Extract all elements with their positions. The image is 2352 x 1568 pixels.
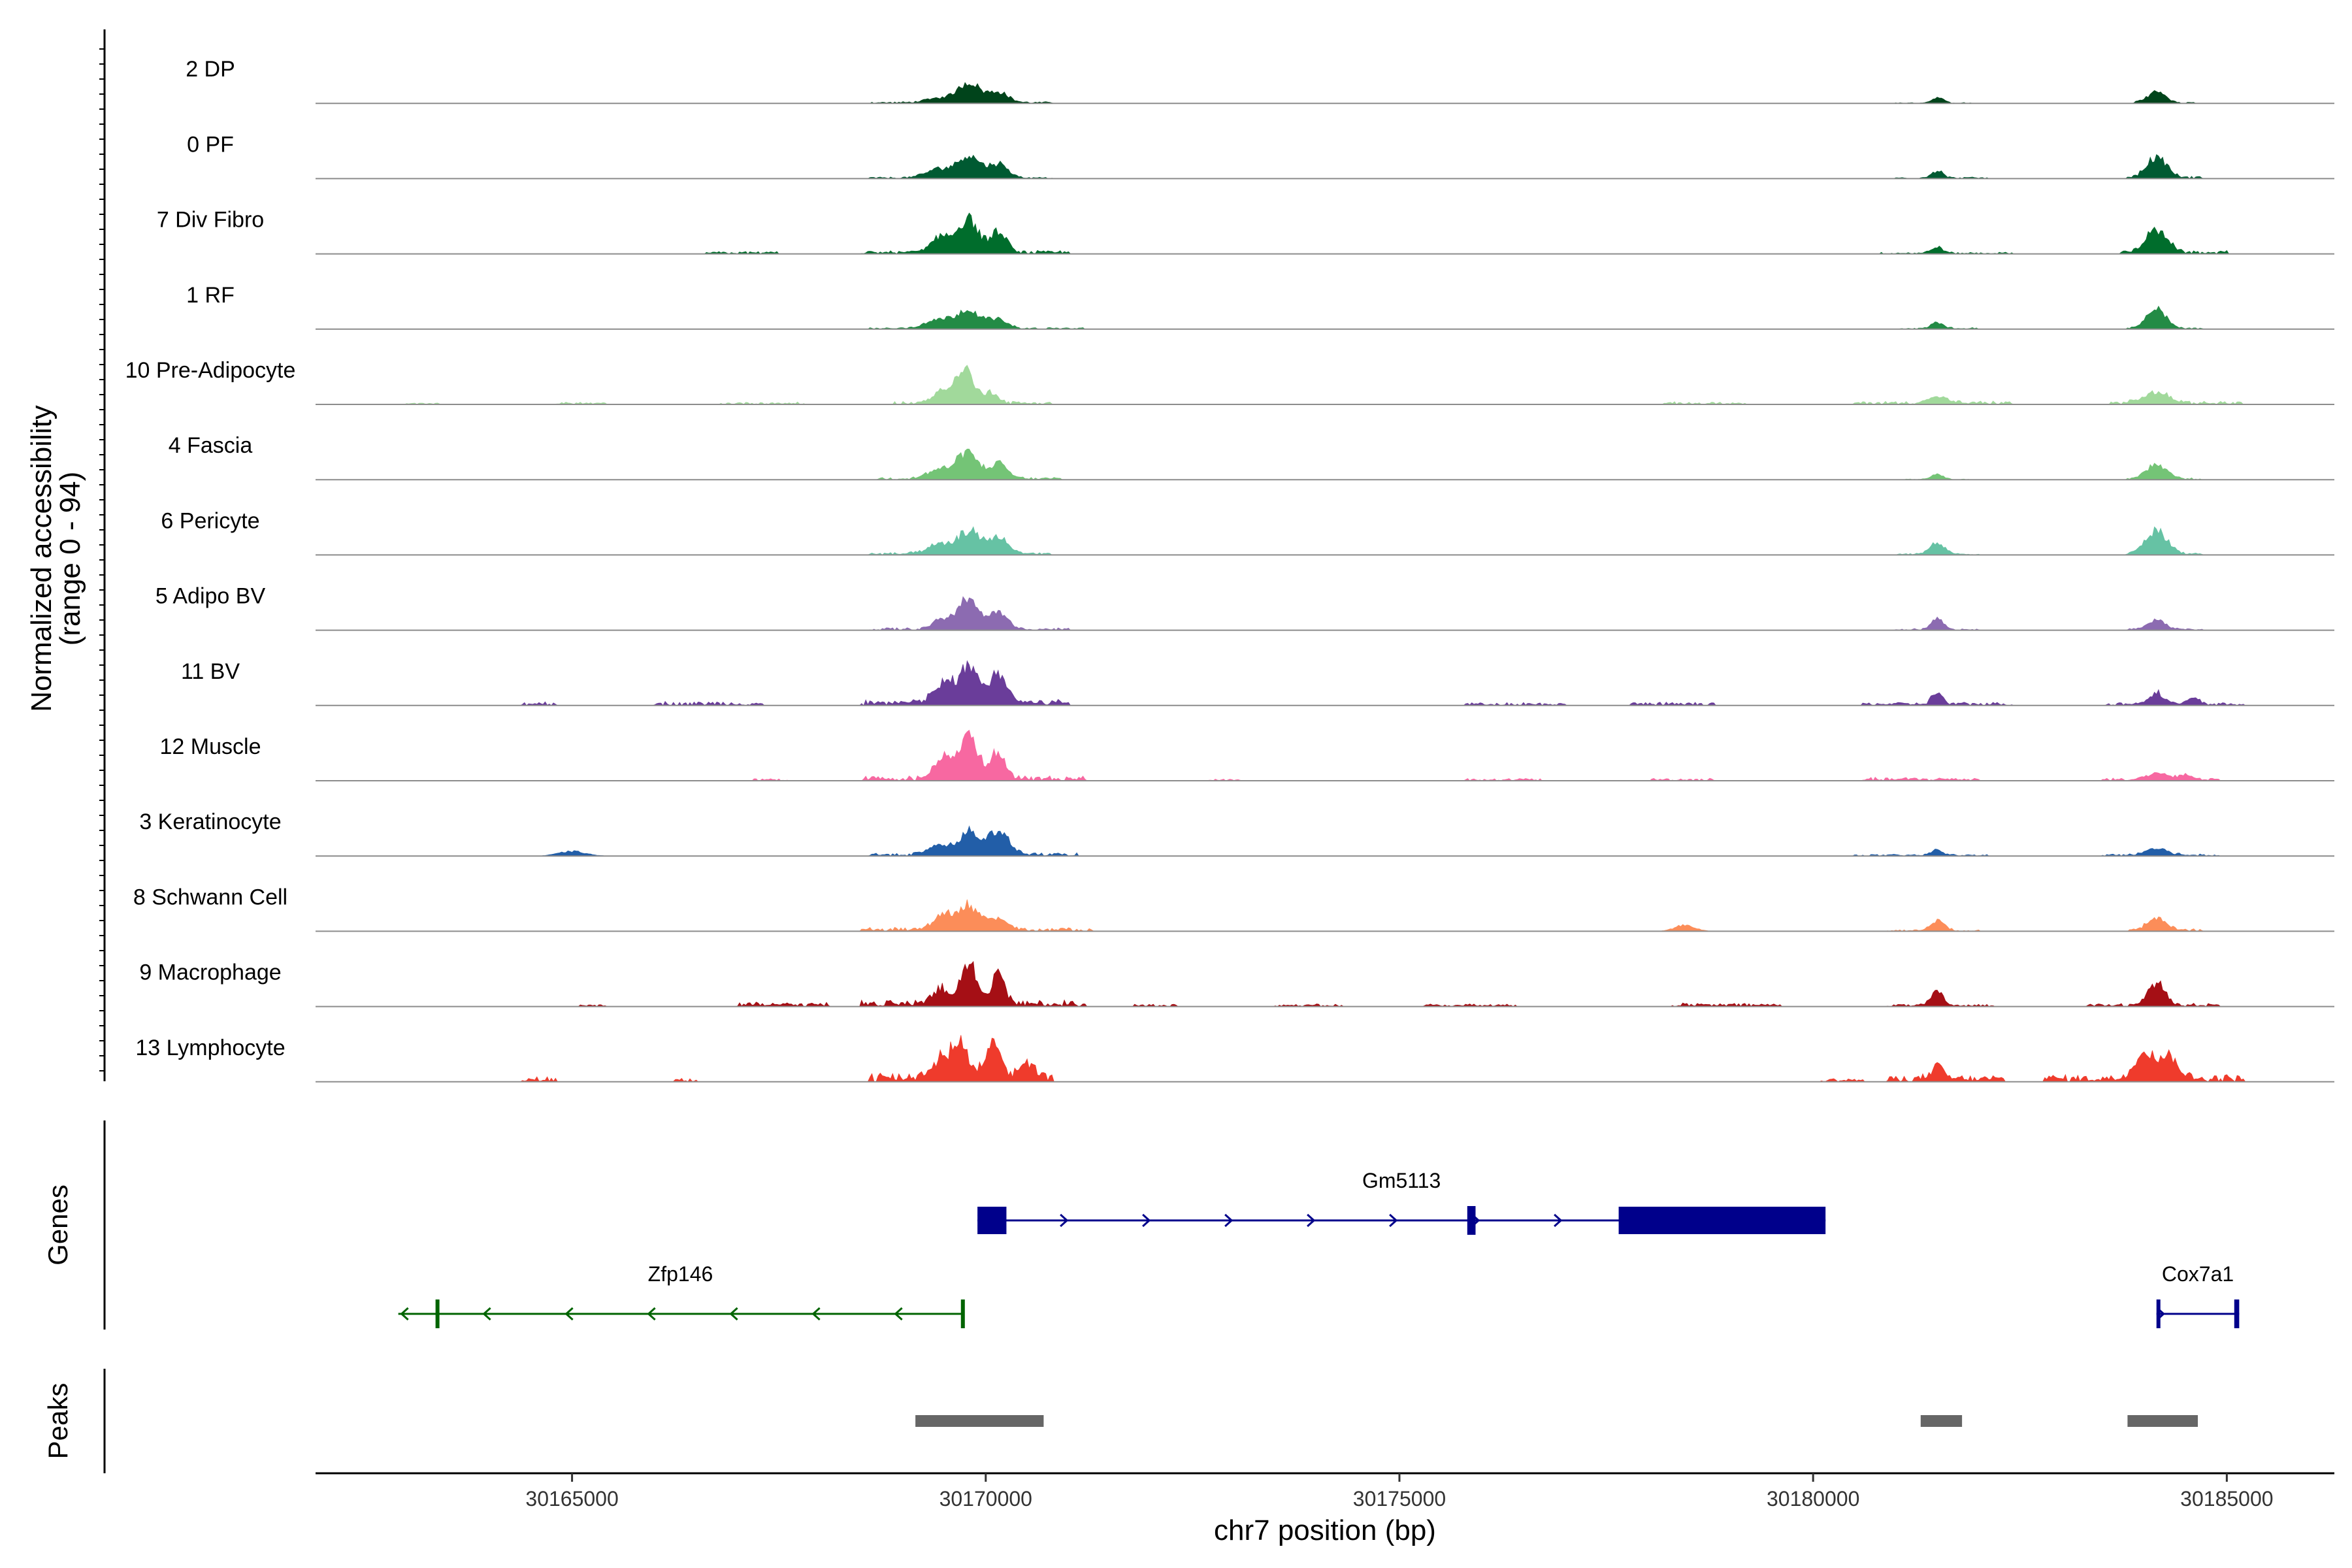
x-axis-ticks: 30165000 30170000 30175000 30180000 30185000 [525, 1473, 2274, 1511]
strand-arrow [647, 1307, 656, 1321]
track-label: 11 BV [181, 659, 240, 684]
strand-arrow [894, 1307, 903, 1321]
x-tick-label: 30170000 [939, 1487, 1032, 1511]
track-12-muscle: 12 Muscle [160, 730, 2334, 781]
exon [1467, 1206, 1476, 1235]
exon [2156, 1299, 2161, 1328]
x-tick-label: 30165000 [525, 1487, 618, 1511]
gene-label: Cox7a1 [2162, 1262, 2234, 1286]
strand-arrow [1142, 1213, 1151, 1228]
peaks-panel-title: Peaks [42, 1383, 73, 1460]
strand-arrow [482, 1307, 491, 1321]
exon [1618, 1207, 1826, 1234]
track-label: 13 Lymphocyte [135, 1036, 285, 1060]
coverage-y-title-line2: (range 0 - 94) [54, 472, 86, 646]
track-11-bv: 11 BV [181, 659, 2334, 706]
track-label: 0 PF [187, 132, 234, 157]
track-label: 12 Muscle [160, 734, 261, 759]
strand-arrow [811, 1307, 821, 1321]
exon [2234, 1299, 2240, 1328]
track-label: 3 Keratinocyte [139, 809, 281, 834]
gene-label: Zfp146 [648, 1262, 713, 1286]
track-3-keratinocyte: 3 Keratinocyte [139, 809, 2334, 857]
strand-arrow [1224, 1213, 1233, 1228]
track-6-pericyte: 6 Pericyte [161, 508, 2334, 556]
gene-models: Gm5113 Zfp146 Cox7a1 [398, 1169, 2240, 1328]
x-axis-title: chr7 position (bp) [1214, 1514, 1436, 1546]
coverage-y-ticks [99, 48, 105, 1071]
x-tick-label: 30180000 [1767, 1487, 1859, 1511]
track-label: 2 DP [186, 57, 235, 82]
gene-gm5113: Gm5113 [977, 1169, 1826, 1235]
x-tick-label: 30175000 [1353, 1487, 1446, 1511]
x-tick-label: 30185000 [2180, 1487, 2273, 1511]
strand-arrow [1389, 1213, 1398, 1228]
track-label: 5 Adipo BV [155, 584, 266, 609]
track-8-schwann-cell: 8 Schwann Cell [133, 885, 2334, 932]
gene-cox7a1: Cox7a1 [2156, 1262, 2240, 1328]
strand-arrow [400, 1307, 409, 1321]
strand-arrow [1307, 1213, 1316, 1228]
gene-label: Gm5113 [1362, 1169, 1441, 1192]
track-9-macrophage: 9 Macrophage [139, 960, 2334, 1007]
strand-arrow [564, 1307, 574, 1321]
track-5-adipo-bv: 5 Adipo BV [155, 584, 2334, 631]
track-13-lymphocyte: 13 Lymphocyte [135, 1035, 2334, 1083]
strand-arrow [1554, 1213, 1563, 1228]
accessibility-tracks: 2 DP 0 PF 7 Div Fibro 1 RF 10 Pre-Adipocyte 4… [125, 57, 2334, 1083]
track-label: 7 Div Fibro [157, 208, 264, 233]
peak-regions [915, 1415, 2198, 1427]
track-label: 6 Pericyte [161, 508, 259, 533]
track-label: 8 Schwann Cell [133, 885, 287, 909]
track-label: 4 Fascia [169, 433, 253, 458]
track-4-fascia: 4 Fascia [169, 433, 2334, 481]
strand-arrow [729, 1307, 738, 1321]
coverage-y-title-line1: Normalized accessibility [25, 405, 57, 711]
track-10-pre-adipocyte: 10 Pre-Adipocyte [125, 358, 2334, 405]
peak-region [915, 1415, 1044, 1427]
track-2-dp: 2 DP [186, 57, 2334, 105]
track-label: 10 Pre-Adipocyte [125, 358, 296, 383]
exon [435, 1299, 440, 1328]
track-label: 1 RF [186, 283, 235, 308]
track-7-div-fibro: 7 Div Fibro [157, 208, 2334, 255]
track-0-pf: 0 PF [187, 132, 2334, 180]
genes-panel-title: Genes [42, 1184, 73, 1266]
exon [977, 1207, 1007, 1234]
exon [960, 1299, 965, 1328]
gene-zfp146: Zfp146 [398, 1262, 965, 1328]
strand-arrow [1060, 1213, 1069, 1228]
peak-region [1920, 1415, 1963, 1427]
peak-region [2127, 1415, 2198, 1427]
track-1-rf: 1 RF [186, 283, 2334, 330]
track-label: 9 Macrophage [139, 960, 281, 985]
